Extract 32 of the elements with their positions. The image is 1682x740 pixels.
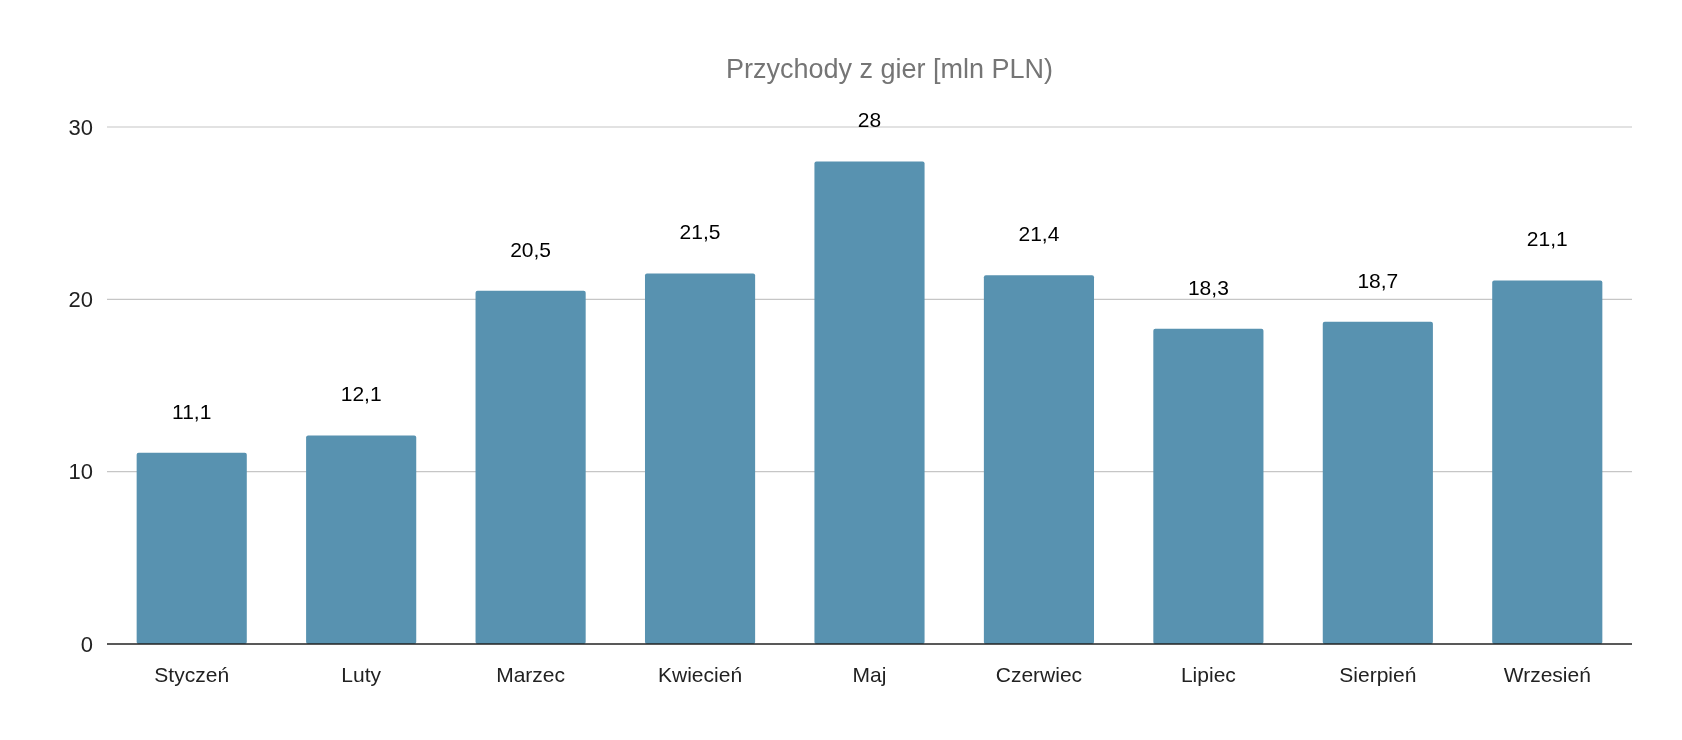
bar — [306, 435, 417, 644]
x-tick-label: Luty — [341, 663, 382, 686]
data-label: 21,5 — [679, 220, 721, 244]
x-tick-label: Maj — [852, 663, 887, 686]
bar — [644, 273, 756, 644]
bar — [814, 161, 925, 644]
y-tick-label: 0 — [80, 631, 93, 657]
bar — [1492, 280, 1603, 644]
x-tick-label: Marzec — [496, 663, 566, 686]
data-label: 21,4 — [1018, 222, 1060, 246]
x-tick-label: Wrzesień — [1503, 663, 1591, 686]
data-label: 21,1 — [1526, 227, 1568, 251]
data-label: 11,1 — [172, 399, 212, 423]
x-tick-label: Czerwiec — [995, 663, 1083, 686]
y-tick-label: 10 — [68, 459, 93, 485]
data-label: 28 — [857, 108, 882, 132]
bar — [1153, 328, 1264, 644]
data-label: 18,7 — [1357, 268, 1399, 292]
x-tick-label: Styczeń — [154, 663, 230, 686]
x-tick-label: Kwiecień — [658, 663, 743, 686]
bar — [983, 275, 1095, 644]
data-label: 18,3 — [1187, 275, 1229, 299]
bar — [136, 452, 247, 644]
y-tick-label: 30 — [68, 114, 93, 140]
data-label: 12,1 — [340, 382, 382, 406]
bar — [1322, 321, 1433, 644]
y-tick-label: 20 — [68, 287, 93, 313]
data-label: 20,5 — [510, 237, 552, 261]
bar — [475, 290, 586, 644]
x-tick-label: Lipiec — [1180, 663, 1236, 686]
chart-title: Przychody z gier [mln PLN) — [725, 54, 1054, 84]
x-tick-label: Sierpień — [1339, 663, 1417, 686]
